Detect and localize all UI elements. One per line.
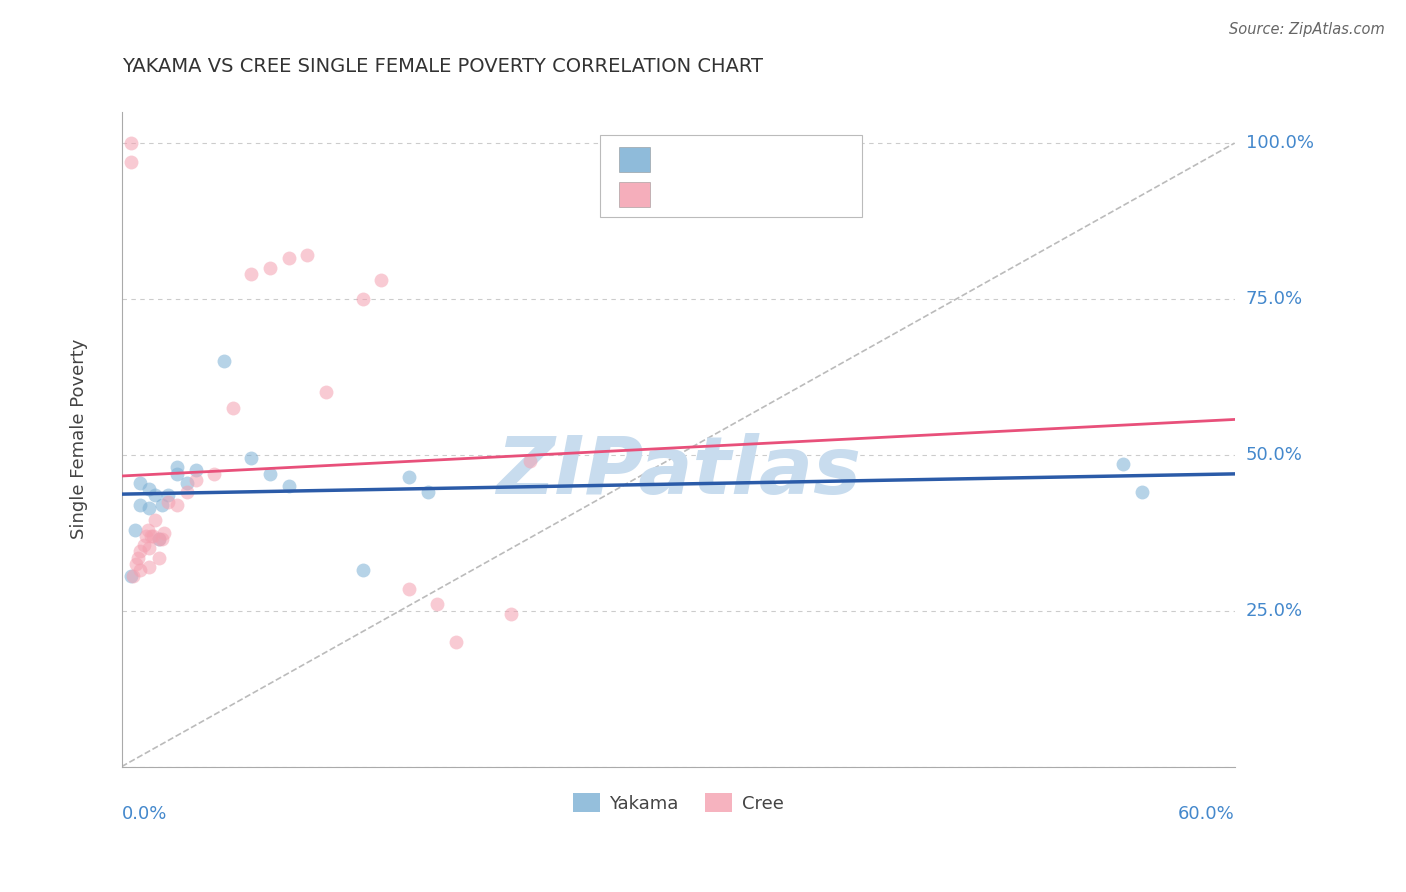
Point <box>1112 457 1135 471</box>
Point <box>129 498 152 512</box>
Point <box>143 513 166 527</box>
Point <box>143 488 166 502</box>
Point <box>132 538 155 552</box>
Point <box>152 532 174 546</box>
Point <box>138 500 160 515</box>
Point <box>135 529 157 543</box>
Text: 50.0%: 50.0% <box>1246 446 1302 464</box>
Point <box>176 485 198 500</box>
FancyBboxPatch shape <box>619 182 651 207</box>
Point <box>142 529 165 543</box>
Point <box>138 560 160 574</box>
Text: 25.0%: 25.0% <box>1246 602 1303 620</box>
Point <box>129 544 152 558</box>
Text: 0.0%: 0.0% <box>122 805 167 823</box>
Point <box>141 529 163 543</box>
Point <box>398 469 420 483</box>
Text: ZIPatlas: ZIPatlas <box>495 433 860 511</box>
Text: YAKAMA VS CREE SINGLE FEMALE POVERTY CORRELATION CHART: YAKAMA VS CREE SINGLE FEMALE POVERTY COR… <box>122 57 762 76</box>
Point <box>166 460 188 475</box>
FancyBboxPatch shape <box>600 135 862 217</box>
Text: 75.0%: 75.0% <box>1246 290 1303 308</box>
Point <box>259 467 281 481</box>
Point <box>148 550 170 565</box>
Text: 100.0%: 100.0% <box>1246 134 1313 153</box>
Point <box>152 498 174 512</box>
Point <box>212 354 235 368</box>
Point <box>240 267 263 281</box>
Point <box>129 563 152 577</box>
Point <box>259 260 281 275</box>
Point <box>277 479 299 493</box>
Point <box>416 485 439 500</box>
Point <box>222 401 245 415</box>
Point <box>184 473 207 487</box>
Point <box>352 563 374 577</box>
Point <box>127 550 149 565</box>
Point <box>157 494 180 508</box>
Point <box>202 467 225 481</box>
Point <box>501 607 523 621</box>
Point <box>121 569 143 583</box>
Point <box>444 635 467 649</box>
Point <box>148 532 170 546</box>
Point <box>184 463 207 477</box>
Legend: Yakama, Cree: Yakama, Cree <box>565 786 790 820</box>
Point <box>120 154 142 169</box>
Point <box>148 532 170 546</box>
Point <box>120 136 142 150</box>
Text: 60.0%: 60.0% <box>1178 805 1234 823</box>
Text: R = 0.369: R = 0.369 <box>664 186 754 203</box>
Text: Single Female Poverty: Single Female Poverty <box>70 339 89 540</box>
Point <box>315 385 337 400</box>
Point <box>519 454 541 468</box>
Point <box>370 273 392 287</box>
Point <box>136 523 159 537</box>
Point <box>277 252 299 266</box>
Text: N = 37: N = 37 <box>773 186 835 203</box>
Point <box>166 467 188 481</box>
Point <box>124 523 146 537</box>
Point <box>352 292 374 306</box>
Point <box>157 488 180 502</box>
Text: R = 0.026: R = 0.026 <box>664 150 754 169</box>
Point <box>176 475 198 490</box>
Point <box>1130 485 1153 500</box>
Point <box>138 482 160 496</box>
Point <box>295 248 318 262</box>
Point <box>153 525 176 540</box>
Text: N = 23: N = 23 <box>773 150 835 169</box>
FancyBboxPatch shape <box>619 147 651 171</box>
Point <box>129 475 152 490</box>
Point <box>125 557 148 571</box>
Point <box>138 541 160 556</box>
Point <box>398 582 420 596</box>
Point <box>120 569 142 583</box>
Point <box>426 598 449 612</box>
Point <box>166 498 188 512</box>
Text: Source: ZipAtlas.com: Source: ZipAtlas.com <box>1229 22 1385 37</box>
Point <box>240 450 263 465</box>
